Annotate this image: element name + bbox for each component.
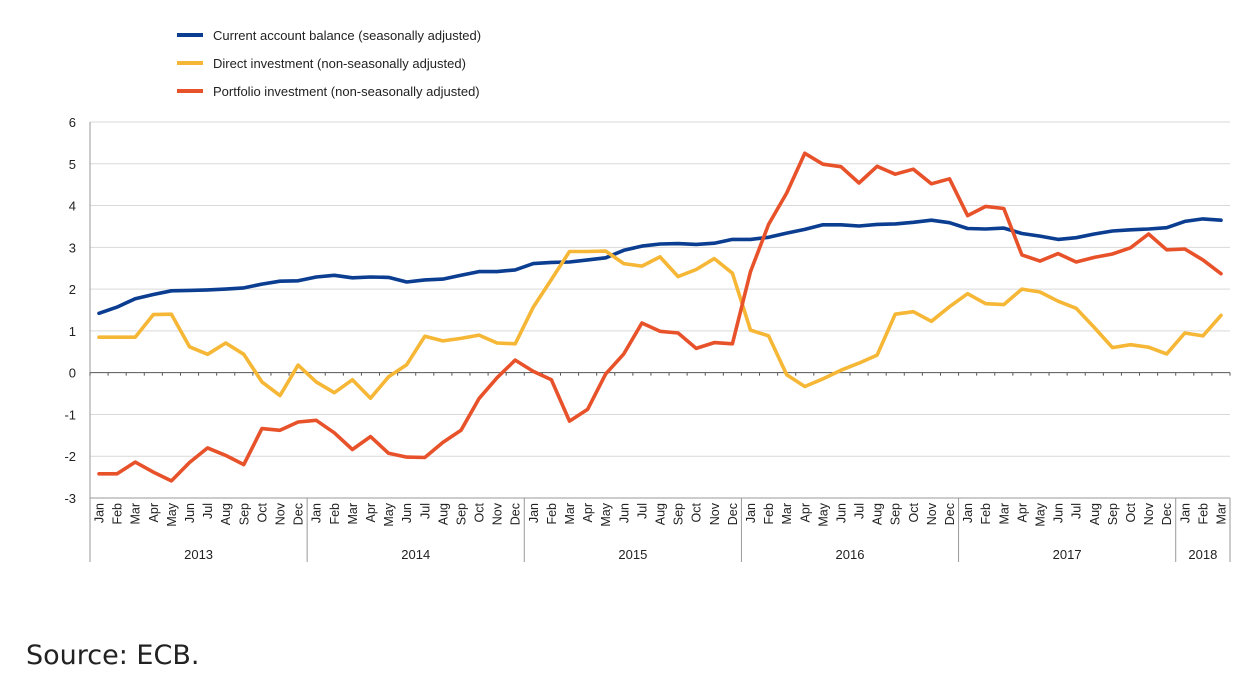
year-label: 2018 — [1188, 547, 1217, 562]
x-tick-label: Jun — [400, 503, 414, 523]
y-tick-label: 6 — [69, 115, 76, 130]
y-tick-label: -1 — [64, 407, 76, 422]
x-tick-label: Jan — [310, 503, 324, 523]
x-tick-label: Jul — [418, 503, 432, 519]
x-tick-label: Sep — [1106, 503, 1120, 525]
x-tick-label: Aug — [1088, 503, 1102, 525]
x-tick-label: Jan — [93, 503, 107, 523]
x-tick-label: Apr — [581, 503, 595, 522]
x-tick-label: May — [599, 502, 613, 526]
series-line — [97, 217, 1223, 316]
series-line — [97, 249, 1223, 401]
x-tick-label: Jun — [1052, 503, 1066, 523]
x-tick-label: Jul — [853, 503, 867, 519]
year-label: 2016 — [836, 547, 865, 562]
x-tick-label: Sep — [454, 503, 468, 525]
x-tick-label: Nov — [274, 502, 288, 525]
year-label: 2015 — [618, 547, 647, 562]
x-tick-label: Jan — [961, 503, 975, 523]
x-tick-label: Dec — [1160, 503, 1174, 525]
x-tick-label: Apr — [798, 503, 812, 522]
x-tick-label: Mar — [129, 503, 143, 525]
axes: 6 5 4 3 2 1 0 -1 -2 -3 Jan Feb Mar Apr May Jun Jul Aug Sep… — [64, 115, 1231, 562]
x-tick-label: Feb — [762, 503, 776, 525]
x-tick-label: Mar — [780, 503, 794, 525]
year-label: 2013 — [184, 547, 213, 562]
x-tick-label: Mar — [1214, 503, 1228, 525]
x-tick-label: Oct — [907, 502, 921, 522]
x-tick-label: Jun — [834, 503, 848, 523]
y-tick-label: 1 — [69, 324, 76, 339]
x-tick-label: Oct — [473, 502, 487, 522]
year-label: 2014 — [401, 547, 430, 562]
x-tick-label: Dec — [292, 503, 306, 525]
y-tick-label: 5 — [69, 157, 76, 172]
x-tick-label: Jan — [744, 503, 758, 523]
x-tick-label: Mar — [563, 503, 577, 525]
x-tick-label: Dec — [943, 503, 957, 525]
x-tick-label: Feb — [111, 503, 125, 525]
x-tick-label: Feb — [1196, 503, 1210, 525]
series-line — [97, 151, 1223, 483]
year-label: 2017 — [1053, 547, 1082, 562]
y-tick-label: -3 — [64, 491, 76, 506]
x-tick-label: Apr — [364, 503, 378, 522]
x-tick-label: Sep — [237, 503, 251, 525]
x-tick-label: Feb — [328, 503, 342, 525]
x-tick-label: Apr — [147, 503, 161, 522]
x-tick-label: Nov — [1142, 502, 1156, 525]
x-tick-label: Jun — [617, 503, 631, 523]
chart: 6 5 4 3 2 1 0 -1 -2 -3 Jan Feb Mar Apr May Jun Jul Aug Sep… — [64, 28, 1231, 562]
gridlines — [90, 121, 1230, 499]
x-tick-label: Nov — [925, 502, 939, 525]
x-tick-label: Nov — [708, 502, 722, 525]
x-tick-label: Mar — [997, 503, 1011, 525]
x-tick-label: Aug — [436, 503, 450, 525]
y-tick-label: 4 — [69, 199, 76, 214]
series-lines — [97, 151, 1223, 483]
x-tick-label: Feb — [979, 503, 993, 525]
legend-label: Direct investment (non-seasonally adjust… — [213, 56, 466, 71]
x-tick-label: Dec — [509, 503, 523, 525]
x-tick-label: Jan — [527, 503, 541, 523]
chart-svg: 6 5 4 3 2 1 0 -1 -2 -3 Jan Feb Mar Apr May Jun Jul Aug Sep… — [64, 28, 1231, 562]
x-tick-label: May — [816, 502, 830, 526]
x-tick-label: Jan — [1178, 503, 1192, 523]
x-tick-label: May — [1034, 502, 1048, 526]
x-tick-label: May — [165, 502, 179, 526]
legend-label: Current account balance (seasonally adju… — [213, 28, 481, 43]
x-tick-label: Sep — [889, 503, 903, 525]
source-note: Source: ECB. — [26, 640, 200, 671]
x-tick-label: Mar — [346, 503, 360, 525]
x-tick-label: Jul — [201, 503, 215, 519]
legend: Current account balance (seasonally adju… — [177, 28, 481, 99]
x-tick-label: Feb — [545, 503, 559, 525]
x-tick-label: Sep — [672, 503, 686, 525]
y-tick-label: -2 — [64, 449, 76, 464]
x-tick-label: Apr — [1015, 503, 1029, 522]
x-tick-label: Jul — [1070, 503, 1084, 519]
x-tick-label: Oct — [1124, 502, 1138, 522]
x-tick-label: May — [382, 502, 396, 526]
x-tick-label: Oct — [255, 502, 269, 522]
x-tick-label: Aug — [654, 503, 668, 525]
y-tick-label: 0 — [69, 366, 76, 381]
x-tick-label: Aug — [219, 503, 233, 525]
x-tick-label: Aug — [871, 503, 885, 525]
y-tick-label: 3 — [69, 240, 76, 255]
x-tick-label: Jul — [635, 503, 649, 519]
x-tick-label: Oct — [690, 502, 704, 522]
x-tick-label: Nov — [491, 502, 505, 525]
x-tick-label: Dec — [726, 503, 740, 525]
legend-label: Portfolio investment (non-seasonally adj… — [213, 84, 480, 99]
x-tick-label: Jun — [183, 503, 197, 523]
y-tick-label: 2 — [69, 282, 76, 297]
